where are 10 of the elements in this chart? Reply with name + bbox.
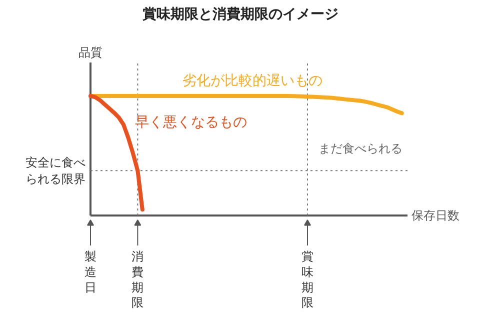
y-axis-title: 品質 (78, 46, 102, 60)
chart-title: 賞味期限と消費期限のイメージ (142, 6, 338, 22)
ref-line-label: 安全に食べられる限界 (26, 155, 86, 186)
series-label: 早く悪くなるもの (134, 114, 247, 131)
annotation: まだ食べられる (318, 142, 403, 156)
x-tick-label: 消費期限 (132, 250, 144, 310)
x-tick-label: 製造日 (84, 250, 96, 294)
x-tick-label: 賞味期限 (301, 250, 314, 310)
series-label: 劣化が比較的遅いもの (182, 72, 322, 89)
x-axis-title: 保存日数 (412, 208, 460, 222)
